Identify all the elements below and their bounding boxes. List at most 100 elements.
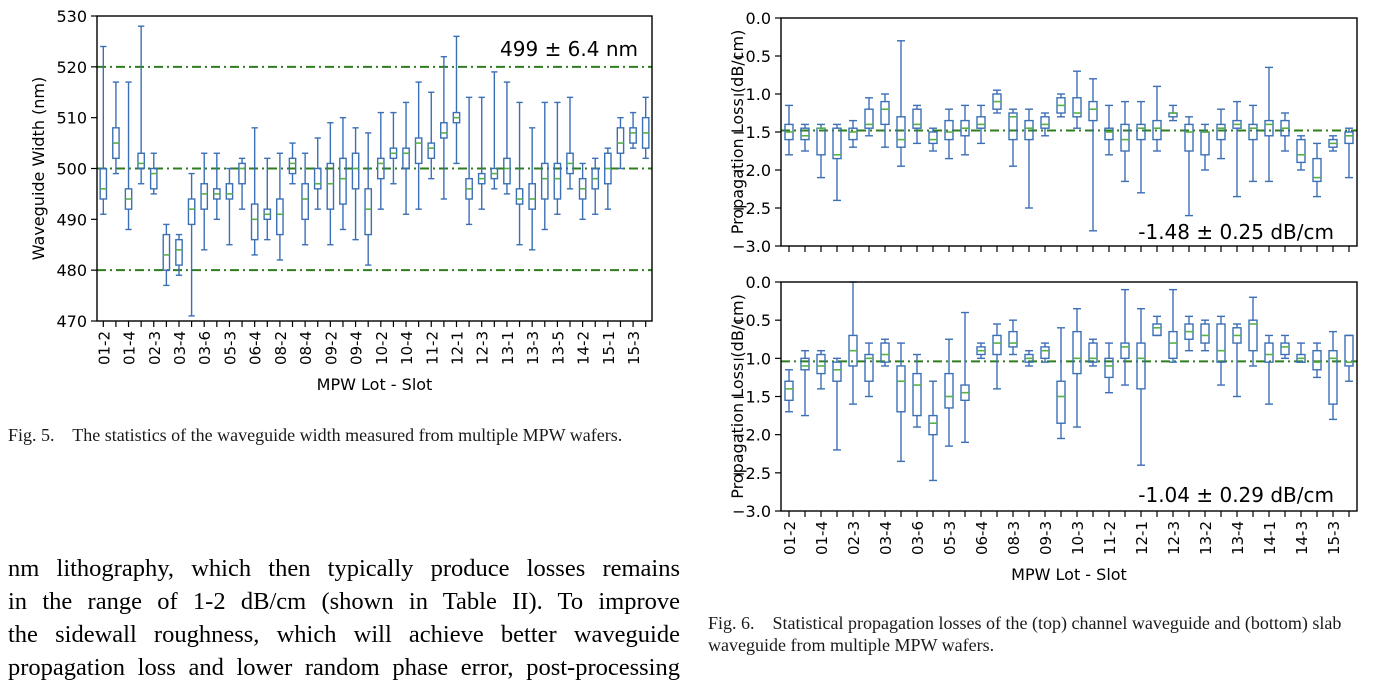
box-plot-item [440, 55, 448, 200]
x-tick-label: 01-2 [95, 331, 113, 365]
y-tick-label: −0.5 [732, 47, 771, 66]
box-plot-item [200, 152, 209, 251]
box-plot-item [1232, 100, 1242, 198]
box-iqr [1072, 330, 1082, 375]
box-plot-item [1264, 334, 1274, 405]
box-plot-item [389, 111, 398, 185]
box-plot-item [1280, 334, 1290, 360]
box-plot-item [816, 123, 826, 179]
box-iqr [200, 183, 209, 210]
box-plot-item [1344, 334, 1354, 382]
box-iqr [99, 167, 108, 200]
x-tick-label: 03-6 [909, 521, 927, 555]
box-iqr [414, 137, 423, 165]
box-plot-item [912, 353, 922, 428]
y-tick-label: 530 [56, 7, 87, 26]
box-iqr [351, 152, 360, 190]
box-iqr [1248, 319, 1258, 352]
box-iqr [1328, 349, 1338, 405]
y-tick-label: −0.5 [732, 311, 771, 330]
annotation-label: 499 ± 6.4 nm [500, 37, 638, 61]
fig6-caption-text: Statistical propagation losses of the (t… [708, 613, 1342, 655]
box-iqr [326, 162, 335, 210]
y-tick-label: −1.0 [732, 85, 771, 104]
box-plot-item [1008, 108, 1018, 167]
box-plot-item [1216, 315, 1226, 386]
box-plot-item [1248, 104, 1258, 183]
box-plot-item [225, 167, 234, 246]
x-tick-label: 08-4 [297, 331, 315, 365]
box-iqr [816, 127, 826, 156]
box-iqr [1088, 100, 1098, 122]
box-plot-item [928, 127, 938, 152]
box-iqr [540, 162, 549, 200]
box-iqr [503, 157, 511, 185]
box-iqr [187, 198, 196, 226]
box-plot-item [992, 323, 1002, 390]
x-tick-label: 13-4 [1229, 521, 1247, 555]
box-plot-item [800, 123, 810, 152]
y-tick-label: 490 [56, 210, 87, 229]
box-plot-item [1104, 342, 1114, 394]
box-iqr [912, 372, 922, 417]
y-tick-label: −2.0 [732, 426, 771, 445]
box-plot-item [944, 338, 954, 447]
box-iqr [864, 353, 874, 382]
body-line: the sidewall roughness, which will achie… [8, 621, 680, 648]
box-plot-item [864, 342, 874, 398]
box-plot-item [301, 152, 309, 246]
box-iqr [1072, 97, 1082, 118]
box-plot-item [992, 89, 1002, 114]
box-plot-item [1344, 127, 1354, 179]
box-plot-item [1008, 319, 1018, 356]
box-plot-item [1152, 315, 1162, 337]
box-iqr [1104, 127, 1114, 141]
box-iqr [832, 127, 842, 160]
x-tick-label: 11-2 [423, 331, 441, 365]
x-tick-label: 14-2 [575, 331, 593, 365]
y-tick-label: −1.5 [732, 123, 771, 142]
box-iqr [784, 380, 794, 402]
box-plot-item [187, 172, 196, 317]
box-plot-item [490, 71, 499, 190]
box-iqr [1200, 131, 1210, 156]
box-iqr [1344, 334, 1354, 367]
body-line: nm lithography, which then typically pro… [8, 555, 680, 582]
box-plot-item [376, 111, 385, 210]
box-plot-item [1232, 323, 1242, 398]
box-plot-item [124, 81, 133, 231]
box-iqr [553, 162, 562, 200]
x-tick-label: 05-3 [221, 331, 239, 365]
x-tick-label: 14-3 [1293, 521, 1311, 555]
box-iqr [1136, 342, 1146, 390]
waveguide-width-chart: 470 480 490 500 510 520 530 01-2 01-4 02-3 03-4 03-… [29, 7, 653, 394]
box-iqr [944, 119, 954, 141]
fig6-caption-label: Fig. 6. [708, 613, 755, 633]
box-plot-item [1024, 108, 1034, 209]
box-iqr [1040, 116, 1050, 129]
box-iqr [225, 183, 234, 200]
y-tick-label: 520 [56, 58, 87, 77]
box-plot-item [427, 91, 436, 180]
box-plot-item [832, 123, 842, 202]
y-axis-label: Propagation Loss (dB/cm) [728, 30, 747, 235]
y-tick-label: 0.0 [746, 9, 771, 28]
box-iqr [1312, 349, 1322, 371]
box-plot-item [1136, 100, 1146, 194]
box-iqr [364, 188, 373, 236]
box-plot-item [848, 281, 858, 405]
box-plot-item [1024, 349, 1034, 367]
box-iqr [1248, 123, 1258, 141]
y-tick-label: 480 [56, 261, 87, 280]
box-plot-item [351, 127, 360, 241]
box-plot-item [1056, 327, 1066, 440]
annotation-label: -1.48 ± 0.25 dB/cm [1138, 220, 1334, 244]
box-plot-item [99, 45, 108, 215]
box-plot-item [960, 104, 970, 156]
x-tick-label: 14-1 [1261, 521, 1279, 555]
box-iqr [896, 365, 906, 413]
box-iqr [1312, 157, 1322, 183]
x-tick-label: 15-3 [625, 331, 643, 365]
box-plot-item [591, 157, 600, 215]
box-plot-item [414, 81, 423, 210]
